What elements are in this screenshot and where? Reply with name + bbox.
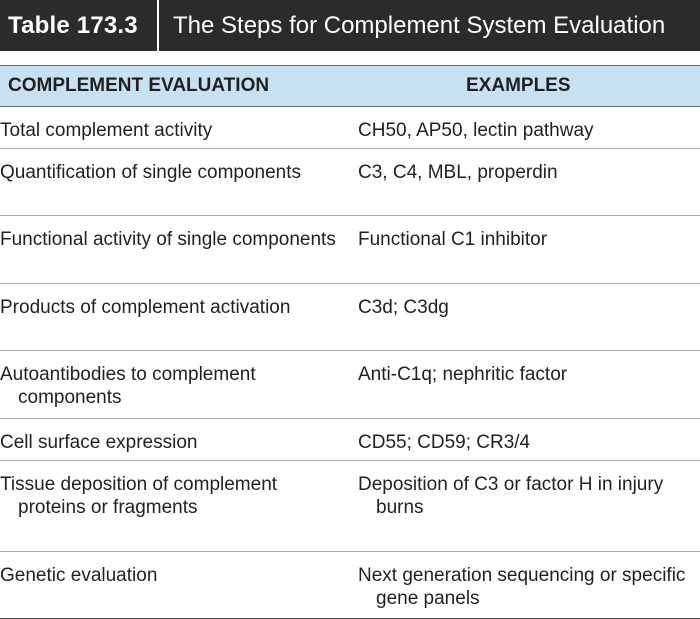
evaluation-cell: Total complement activity: [0, 120, 213, 141]
table-row: Tissue deposition of complement proteins…: [0, 461, 700, 552]
examples-cell: Anti-C1q; nephritic factor: [358, 364, 568, 385]
examples-cell: Deposition of C3 or factor H in injury b…: [358, 474, 664, 518]
table-row: Genetic evaluation Next generation seque…: [0, 552, 700, 619]
examples-cell: C3d; C3dg: [358, 297, 449, 318]
examples-cell: C3, C4, MBL, properdin: [358, 162, 558, 183]
table-row: Total complement activity CH50, AP50, le…: [0, 107, 700, 149]
table-title-bar: Table 173.3 The Steps for Complement Sys…: [0, 0, 700, 51]
evaluation-cell: Functional activity of single components: [0, 229, 336, 250]
examples-cell: Functional C1 inhibitor: [358, 229, 548, 250]
column-header-examples: EXAMPLES: [466, 75, 571, 96]
evaluation-cell: Tissue deposition of complement proteins…: [0, 474, 278, 518]
evaluation-cell: Autoantibodies to complement components: [0, 364, 256, 408]
title-spacer: [0, 51, 700, 65]
table-number: Table 173.3: [8, 11, 138, 39]
table-row: Functional activity of single components…: [0, 216, 700, 284]
examples-cell: Next generation sequencing or specific g…: [358, 565, 686, 609]
examples-cell: CD55; CD59; CR3/4: [358, 432, 531, 453]
title-divider: [157, 0, 159, 51]
evaluation-cell: Products of complement activation: [0, 297, 291, 318]
table-row: Products of complement activation C3d; C…: [0, 284, 700, 351]
evaluation-cell: Quantification of single components: [0, 162, 302, 183]
table-caption: The Steps for Complement System Evaluati…: [173, 11, 666, 39]
examples-cell: CH50, AP50, lectin pathway: [358, 120, 594, 141]
column-header-evaluation: COMPLEMENT EVALUATION: [8, 75, 270, 96]
evaluation-cell: Cell surface expression: [0, 432, 198, 453]
table-row: Autoantibodies to complement components …: [0, 351, 700, 419]
table-row: Cell surface expression CD55; CD59; CR3/…: [0, 419, 700, 461]
table-header-row: COMPLEMENT EVALUATION EXAMPLES: [0, 65, 700, 107]
evaluation-cell: Genetic evaluation: [0, 565, 158, 586]
table-body: Total complement activity CH50, AP50, le…: [0, 107, 700, 619]
table-row: Quantification of single components C3, …: [0, 149, 700, 216]
